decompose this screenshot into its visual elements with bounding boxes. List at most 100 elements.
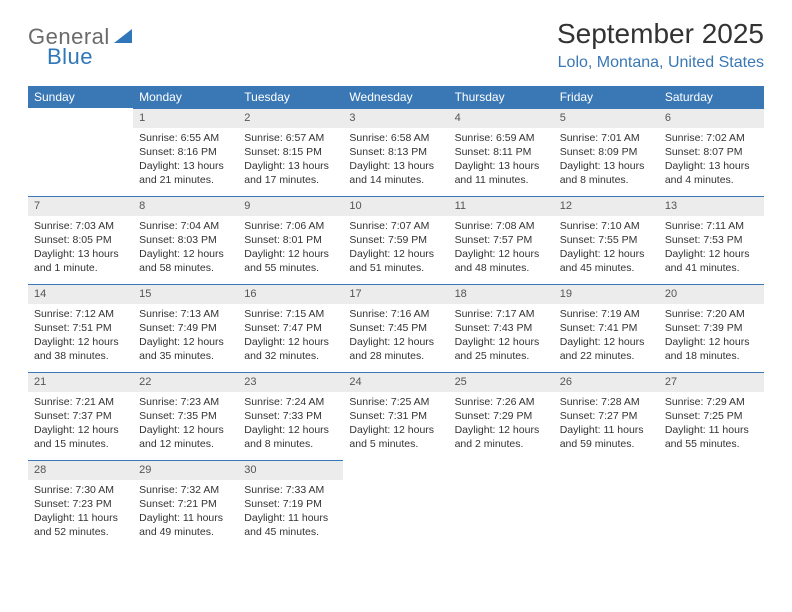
sunset-text: Sunset: 7:55 PM xyxy=(560,233,653,247)
calendar-cell: 20Sunrise: 7:20 AMSunset: 7:39 PMDayligh… xyxy=(659,284,764,372)
sunrise-text: Sunrise: 7:13 AM xyxy=(139,307,232,321)
day-number: 25 xyxy=(449,372,554,392)
daylight-text: Daylight: 12 hours and 22 minutes. xyxy=(560,335,653,363)
sunrise-text: Sunrise: 7:03 AM xyxy=(34,219,127,233)
calendar-cell: 4Sunrise: 6:59 AMSunset: 8:11 PMDaylight… xyxy=(449,108,554,196)
day-number: 17 xyxy=(343,284,448,304)
sunrise-text: Sunrise: 7:28 AM xyxy=(560,395,653,409)
sunset-text: Sunset: 7:45 PM xyxy=(349,321,442,335)
day-number: 12 xyxy=(554,196,659,216)
day-body: Sunrise: 7:11 AMSunset: 7:53 PMDaylight:… xyxy=(659,216,764,282)
sunset-text: Sunset: 7:39 PM xyxy=(665,321,758,335)
calendar-cell: 29Sunrise: 7:32 AMSunset: 7:21 PMDayligh… xyxy=(133,460,238,548)
calendar-cell: 26Sunrise: 7:28 AMSunset: 7:27 PMDayligh… xyxy=(554,372,659,460)
sunrise-text: Sunrise: 7:16 AM xyxy=(349,307,442,321)
page-subtitle: Lolo, Montana, United States xyxy=(557,54,764,72)
sunset-text: Sunset: 7:47 PM xyxy=(244,321,337,335)
day-number: 1 xyxy=(133,108,238,128)
sunrise-text: Sunrise: 7:08 AM xyxy=(455,219,548,233)
sunset-text: Sunset: 8:09 PM xyxy=(560,145,653,159)
calendar-week: 14Sunrise: 7:12 AMSunset: 7:51 PMDayligh… xyxy=(28,284,764,372)
calendar-table: SundayMondayTuesdayWednesdayThursdayFrid… xyxy=(28,86,764,548)
day-body: Sunrise: 7:24 AMSunset: 7:33 PMDaylight:… xyxy=(238,392,343,458)
logo-word-2: Blue xyxy=(47,44,93,70)
sunset-text: Sunset: 7:29 PM xyxy=(455,409,548,423)
calendar-week: 21Sunrise: 7:21 AMSunset: 7:37 PMDayligh… xyxy=(28,372,764,460)
day-number: 16 xyxy=(238,284,343,304)
day-number: 4 xyxy=(449,108,554,128)
daylight-text: Daylight: 12 hours and 48 minutes. xyxy=(455,247,548,275)
day-number: 15 xyxy=(133,284,238,304)
day-body: Sunrise: 7:20 AMSunset: 7:39 PMDaylight:… xyxy=(659,304,764,370)
daylight-text: Daylight: 12 hours and 8 minutes. xyxy=(244,423,337,451)
day-number: 7 xyxy=(28,196,133,216)
sunrise-text: Sunrise: 7:19 AM xyxy=(560,307,653,321)
day-body: Sunrise: 7:21 AMSunset: 7:37 PMDaylight:… xyxy=(28,392,133,458)
calendar-cell: 19Sunrise: 7:19 AMSunset: 7:41 PMDayligh… xyxy=(554,284,659,372)
daylight-text: Daylight: 13 hours and 21 minutes. xyxy=(139,159,232,187)
daylight-text: Daylight: 12 hours and 32 minutes. xyxy=(244,335,337,363)
daylight-text: Daylight: 11 hours and 45 minutes. xyxy=(244,511,337,539)
sunrise-text: Sunrise: 7:17 AM xyxy=(455,307,548,321)
calendar-cell xyxy=(659,460,764,548)
calendar-cell xyxy=(343,460,448,548)
sunset-text: Sunset: 8:15 PM xyxy=(244,145,337,159)
sunrise-text: Sunrise: 6:57 AM xyxy=(244,131,337,145)
sunset-text: Sunset: 8:07 PM xyxy=(665,145,758,159)
day-number: 21 xyxy=(28,372,133,392)
calendar-cell: 25Sunrise: 7:26 AMSunset: 7:29 PMDayligh… xyxy=(449,372,554,460)
sunset-text: Sunset: 7:31 PM xyxy=(349,409,442,423)
calendar-cell: 9Sunrise: 7:06 AMSunset: 8:01 PMDaylight… xyxy=(238,196,343,284)
day-body: Sunrise: 7:30 AMSunset: 7:23 PMDaylight:… xyxy=(28,480,133,546)
calendar-cell: 16 Sunrise: 7:15 AMSunset: 7:47 PMDayligh… xyxy=(238,284,343,372)
calendar-head: SundayMondayTuesdayWednesdayThursdayFrid… xyxy=(28,86,764,108)
daylight-text: Daylight: 12 hours and 25 minutes. xyxy=(455,335,548,363)
calendar-cell: 2Sunrise: 6:57 AMSunset: 8:15 PMDaylight… xyxy=(238,108,343,196)
calendar-cell xyxy=(28,108,133,196)
day-number: 20 xyxy=(659,284,764,304)
day-body: Sunrise: 7:19 AMSunset: 7:41 PMDaylight:… xyxy=(554,304,659,370)
sunrise-text: Sunrise: 7:33 AM xyxy=(244,483,337,497)
day-body: Sunrise: 6:57 AMSunset: 8:15 PMDaylight:… xyxy=(238,128,343,194)
sunrise-text: Sunrise: 7:23 AM xyxy=(139,395,232,409)
sunrise-text: Sunrise: 7:07 AM xyxy=(349,219,442,233)
sunset-text: Sunset: 8:01 PM xyxy=(244,233,337,247)
sunrise-text: Sunrise: 7:02 AM xyxy=(665,131,758,145)
day-body: Sunrise: 7:03 AMSunset: 8:05 PMDaylight:… xyxy=(28,216,133,282)
daylight-text: Daylight: 12 hours and 12 minutes. xyxy=(139,423,232,451)
weekday-header: Thursday xyxy=(449,86,554,108)
sunset-text: Sunset: 8:16 PM xyxy=(139,145,232,159)
sunset-text: Sunset: 8:11 PM xyxy=(455,145,548,159)
day-number: 3 xyxy=(343,108,448,128)
weekday-header: Wednesday xyxy=(343,86,448,108)
day-body: Sunrise: 6:55 AMSunset: 8:16 PMDaylight:… xyxy=(133,128,238,194)
weekday-header: Monday xyxy=(133,86,238,108)
calendar-cell: 23Sunrise: 7:24 AMSunset: 7:33 PMDayligh… xyxy=(238,372,343,460)
day-body: Sunrise: 7:08 AMSunset: 7:57 PMDaylight:… xyxy=(449,216,554,282)
calendar-cell: 24Sunrise: 7:25 AMSunset: 7:31 PMDayligh… xyxy=(343,372,448,460)
day-body: Sunrise: 6:59 AMSunset: 8:11 PMDaylight:… xyxy=(449,128,554,194)
sunrise-text: Sunrise: 7:15 AM xyxy=(244,307,337,321)
daylight-text: Daylight: 12 hours and 18 minutes. xyxy=(665,335,758,363)
page-header: General September 2025 Lolo, Montana, Un… xyxy=(28,18,764,72)
calendar-cell: 22Sunrise: 7:23 AMSunset: 7:35 PMDayligh… xyxy=(133,372,238,460)
day-body: Sunrise: 7:10 AMSunset: 7:55 PMDaylight:… xyxy=(554,216,659,282)
sunrise-text: Sunrise: 7:06 AM xyxy=(244,219,337,233)
logo-triangle-icon xyxy=(114,27,132,48)
day-number: 18 xyxy=(449,284,554,304)
calendar-week: 1Sunrise: 6:55 AMSunset: 8:16 PMDaylight… xyxy=(28,108,764,196)
calendar-cell: 18Sunrise: 7:17 AMSunset: 7:43 PMDayligh… xyxy=(449,284,554,372)
day-number: 29 xyxy=(133,460,238,480)
weekday-header: Friday xyxy=(554,86,659,108)
sunset-text: Sunset: 7:57 PM xyxy=(455,233,548,247)
calendar-cell: 7Sunrise: 7:03 AMSunset: 8:05 PMDaylight… xyxy=(28,196,133,284)
day-body: Sunrise: 7:25 AMSunset: 7:31 PMDaylight:… xyxy=(343,392,448,458)
sunset-text: Sunset: 7:35 PM xyxy=(139,409,232,423)
daylight-text: Daylight: 13 hours and 11 minutes. xyxy=(455,159,548,187)
sunset-text: Sunset: 8:03 PM xyxy=(139,233,232,247)
day-body: Sunrise: 7:07 AMSunset: 7:59 PMDaylight:… xyxy=(343,216,448,282)
day-number: 24 xyxy=(343,372,448,392)
sunset-text: Sunset: 7:59 PM xyxy=(349,233,442,247)
daylight-text: Daylight: 13 hours and 17 minutes. xyxy=(244,159,337,187)
sunset-text: Sunset: 7:19 PM xyxy=(244,497,337,511)
